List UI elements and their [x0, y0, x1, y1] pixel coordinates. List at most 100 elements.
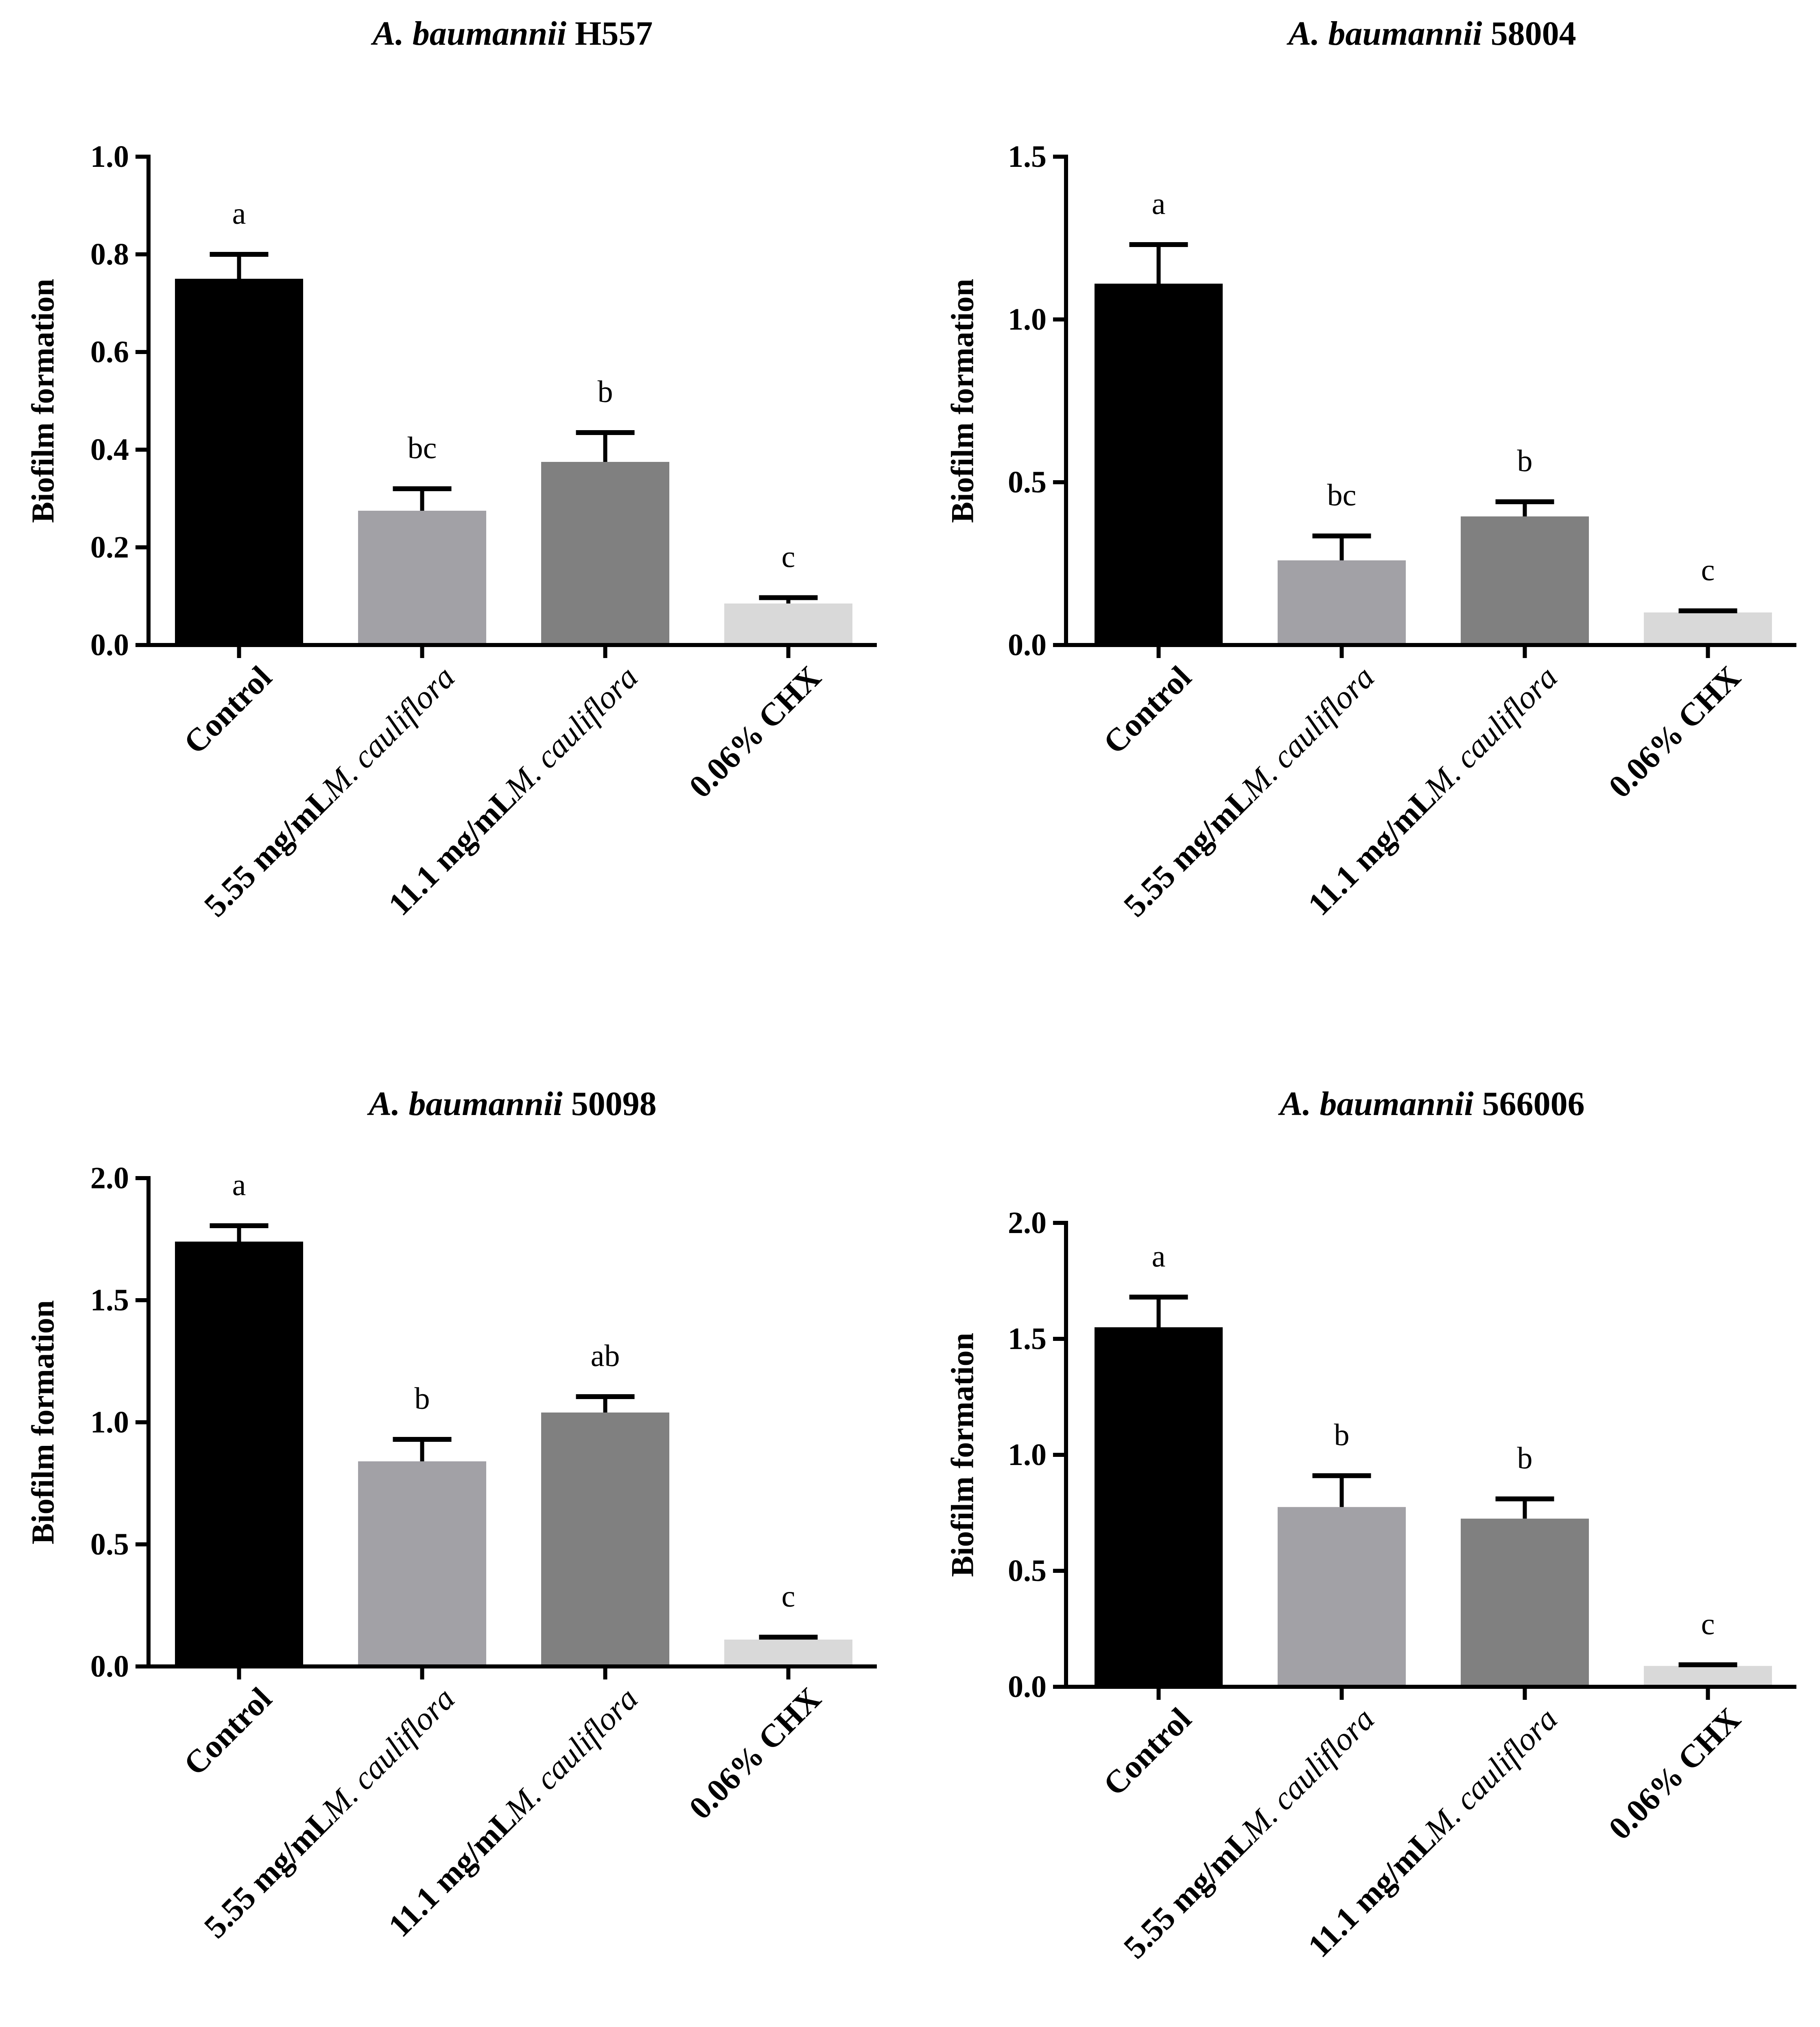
bar	[1278, 1507, 1406, 1687]
x-category-label: 0.06% CHX	[682, 1681, 828, 1826]
significance-label: b	[1517, 444, 1533, 478]
chart-panel-4: A. baumannii 566006 Biofilm formation a Con…	[945, 1085, 1796, 1966]
x-category-label-main: Control	[1097, 1701, 1198, 1803]
chart-title: A. baumannii 566006	[1278, 1085, 1584, 1123]
significance-label: c	[1701, 1607, 1715, 1641]
x-category-label-main: 5.55 mg/mL	[1117, 1823, 1260, 1966]
significance-label: a	[232, 1168, 246, 1202]
bar	[1095, 284, 1223, 645]
x-category-label-species: M. cauliflora	[1417, 1701, 1564, 1848]
significance-label: b	[1334, 1418, 1350, 1452]
significance-label: bc	[1327, 478, 1357, 512]
y-tick-label: 0.4	[90, 433, 129, 467]
x-category-label-species: M. cauliflora	[1417, 659, 1564, 806]
y-tick-label: 0.0	[90, 1649, 129, 1684]
chart-title-strain: 50098	[563, 1085, 657, 1123]
y-tick-label: 1.5	[1008, 140, 1047, 174]
chart-panel-2: A. baumannii 58004 Biofilm formation a Cont…	[945, 15, 1796, 924]
x-category-label-main: 11.1 mg/mL	[1301, 781, 1443, 923]
y-tick-label: 1.0	[90, 1405, 129, 1439]
y-tick-label: 0.0	[90, 628, 129, 662]
chart-panel-3: A. baumannii 50098 Biofilm formation a Cont…	[25, 1085, 877, 1945]
significance-label: c	[782, 1579, 795, 1614]
y-tick-label: 1.0	[1008, 1438, 1047, 1472]
x-category-label-main: Control	[177, 1681, 279, 1782]
y-tick-label: 1.0	[90, 140, 129, 174]
chart-title: A. baumannii H557	[371, 15, 653, 52]
x-category-label-main: 5.55 mg/mL	[197, 1802, 340, 1945]
x-category-label-species: M. cauliflora	[498, 1681, 645, 1828]
x-category-label-main: 11.1 mg/mL	[1301, 1823, 1443, 1964]
x-category-label-species: M. cauliflora	[1234, 659, 1381, 806]
y-tick-label: 0.0	[1008, 628, 1047, 662]
y-tick-label: 0.0	[1008, 1670, 1047, 1704]
x-category-label-main: 5.55 mg/mL	[1117, 781, 1260, 924]
x-category-label-main: 11.1 mg/mL	[382, 1802, 523, 1944]
y-tick-label: 1.0	[1008, 302, 1047, 337]
y-tick-label: 1.5	[1008, 1322, 1047, 1356]
bar	[1461, 516, 1589, 645]
bar	[1461, 1518, 1589, 1687]
significance-label: c	[782, 540, 795, 574]
chart-title-strain: 58004	[1482, 15, 1576, 52]
x-category-label-species: M. cauliflora	[315, 1681, 461, 1828]
significance-label: b	[598, 375, 613, 409]
bar	[175, 279, 303, 645]
x-category-label-main: 11.1 mg/mL	[382, 781, 523, 923]
y-tick-label: 0.8	[90, 237, 129, 271]
x-category-label-main: 0.06% CHX	[1602, 659, 1748, 805]
x-category-label: Control	[1097, 659, 1198, 761]
x-category-label: 0.06% CHX	[1602, 659, 1748, 805]
x-category-label-main: 0.06% CHX	[1602, 1701, 1748, 1847]
bar	[1644, 1666, 1772, 1687]
x-category-label-main: Control	[1097, 659, 1198, 761]
x-category-label: Control	[1097, 1701, 1198, 1803]
y-tick-label: 2.0	[1008, 1206, 1047, 1240]
significance-label: c	[1701, 553, 1715, 587]
chart-title-strain: H557	[566, 15, 653, 52]
bar	[724, 1640, 852, 1666]
y-tick-label: 0.5	[1008, 1554, 1047, 1588]
significance-label: b	[1517, 1441, 1533, 1475]
significance-label: a	[232, 197, 246, 231]
y-tick-label: 0.5	[90, 1527, 129, 1561]
x-category-label: Control	[177, 1681, 279, 1782]
y-axis-label: Biofilm formation	[25, 279, 61, 523]
chart-panel-1: A. baumannii H557 Biofilm formation a Contr…	[25, 15, 877, 924]
chart-title-species: A. baumannii	[1278, 1085, 1473, 1123]
y-axis-label: Biofilm formation	[945, 279, 980, 523]
bar	[1278, 560, 1406, 645]
chart-title-species: A. baumannii	[1286, 15, 1482, 52]
x-category-label-species: M. cauliflora	[315, 659, 461, 806]
y-tick-label: 1.5	[90, 1283, 129, 1317]
bar	[175, 1242, 303, 1666]
significance-label: bc	[408, 431, 437, 465]
x-category-label-species: M. cauliflora	[498, 659, 645, 806]
chart-title: A. baumannii 58004	[1286, 15, 1576, 52]
bar	[358, 1461, 486, 1666]
bar	[1095, 1327, 1223, 1687]
chart-title-strain: 566006	[1474, 1085, 1585, 1123]
y-tick-label: 0.5	[1008, 465, 1047, 499]
y-tick-label: 2.0	[90, 1161, 129, 1195]
bar	[541, 462, 669, 645]
bar	[541, 1413, 669, 1666]
x-category-label-main: 0.06% CHX	[682, 1681, 828, 1826]
y-tick-label: 0.6	[90, 335, 129, 369]
x-category-label-main: 5.55 mg/mL	[197, 781, 340, 924]
significance-label: b	[415, 1382, 430, 1416]
y-axis-label: Biofilm formation	[25, 1300, 61, 1544]
bar	[358, 511, 486, 645]
chart-title-species: A. baumannii	[367, 1085, 562, 1123]
significance-label: ab	[591, 1339, 620, 1373]
bar	[1644, 612, 1772, 645]
chart-title: A. baumannii 50098	[367, 1085, 656, 1123]
x-category-label: 0.06% CHX	[1602, 1701, 1748, 1847]
x-category-label-species: M. cauliflora	[1234, 1701, 1381, 1848]
x-category-label: Control	[177, 659, 279, 761]
chart-title-species: A. baumannii	[371, 15, 566, 52]
bar	[724, 604, 852, 645]
significance-label: a	[1152, 1239, 1166, 1273]
x-category-label: 0.06% CHX	[682, 659, 828, 805]
